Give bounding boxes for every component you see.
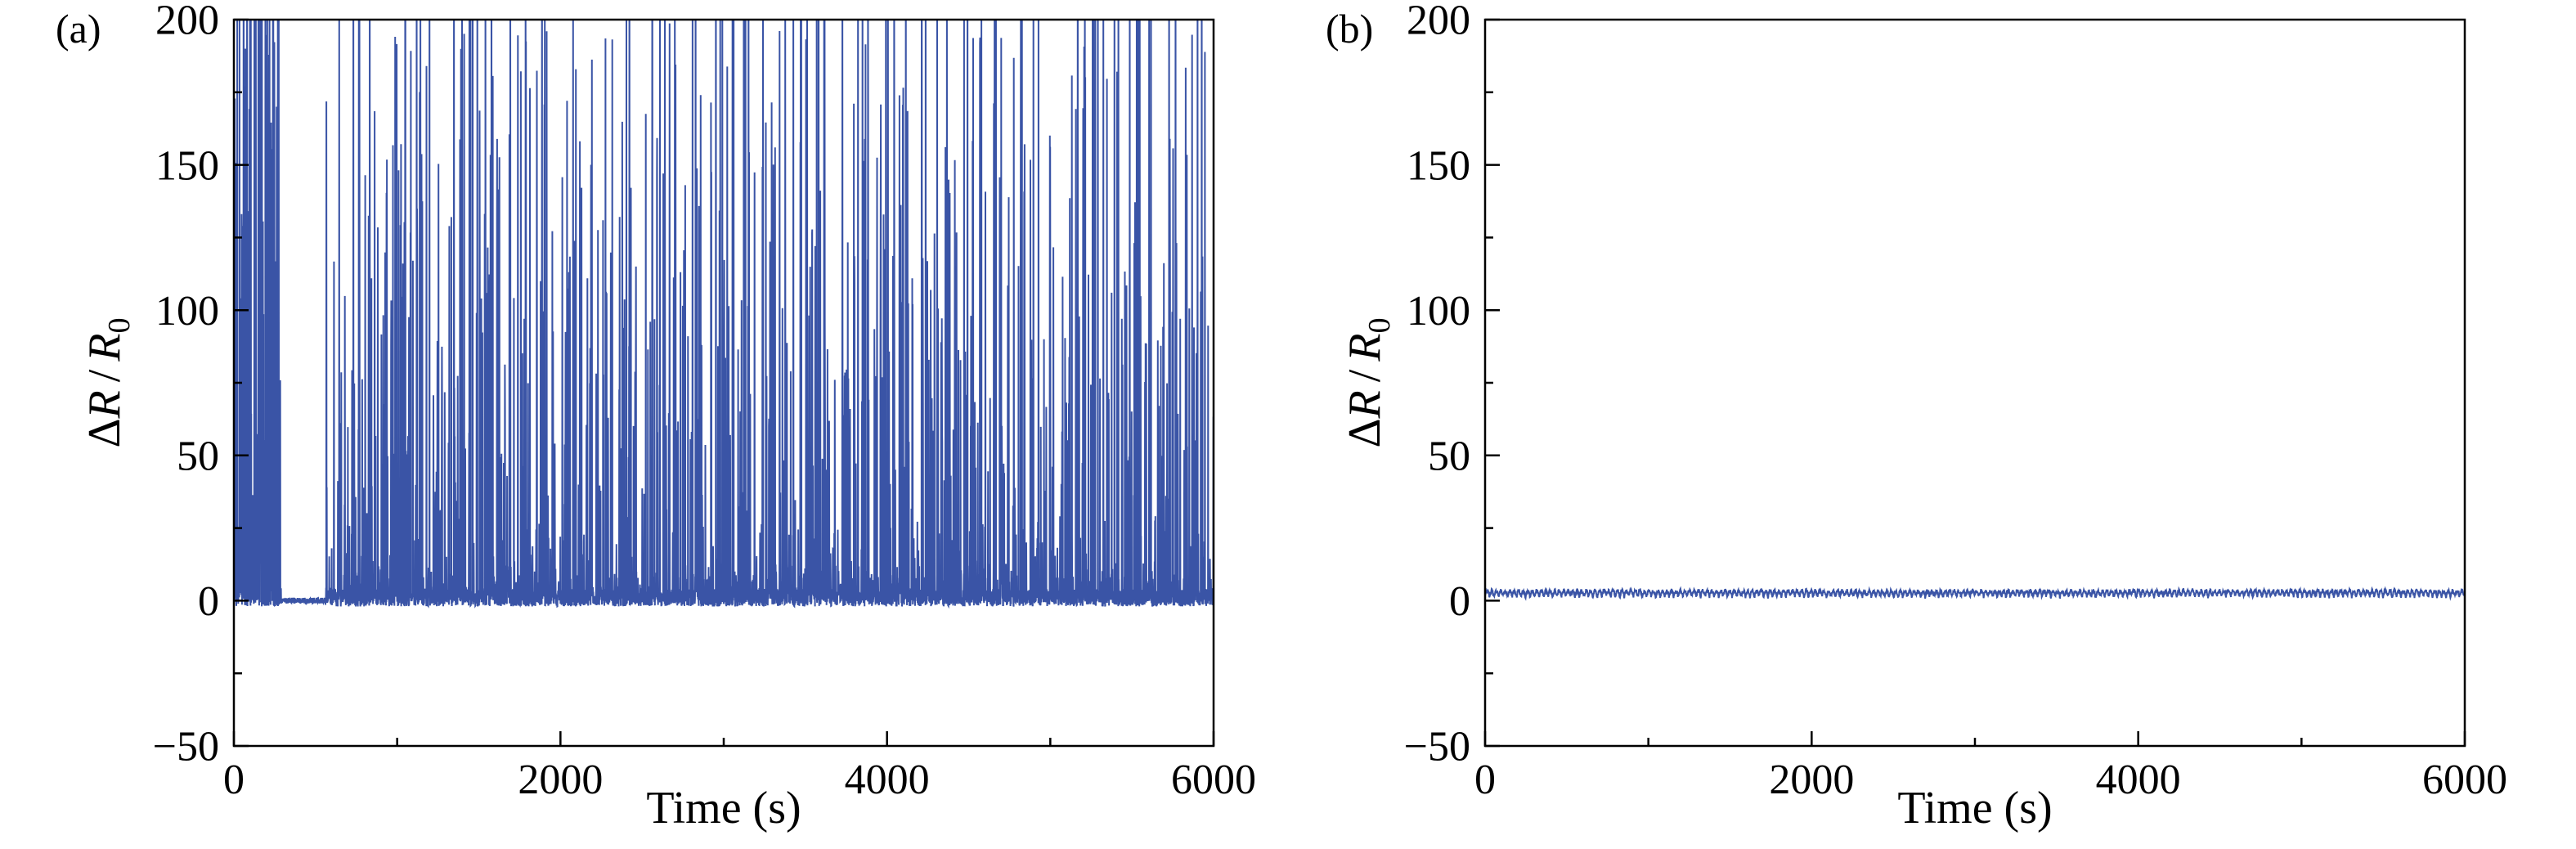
panel-a-xlabel: Time (s) (646, 783, 801, 833)
plot-frame (1483, 18, 2466, 748)
ylabel-delta: Δ (79, 418, 130, 448)
ylabel-slash: / (1340, 369, 1390, 383)
ylabel-slash: / (79, 369, 130, 383)
panel-a-label: (a) (56, 6, 101, 52)
panel-a-ylabel: ΔR/R0 (79, 317, 137, 448)
ylabel-R0-sub: 0 (1362, 317, 1398, 334)
svg-text:2000: 2000 (1769, 757, 1854, 803)
axis-ticks (1483, 18, 2466, 748)
svg-text:0: 0 (198, 578, 219, 625)
svg-text:−50: −50 (1404, 724, 1470, 770)
svg-text:200: 200 (155, 0, 219, 44)
svg-text:100: 100 (155, 288, 219, 335)
svg-text:50: 50 (177, 433, 219, 479)
panel-b-xlabel: Time (s) (1897, 783, 2053, 833)
series-line (234, 20, 1214, 609)
series-line (1485, 586, 2465, 601)
svg-text:6000: 6000 (1171, 757, 1256, 803)
ylabel-R: R (1340, 390, 1390, 419)
svg-text:4000: 4000 (2096, 757, 2181, 803)
svg-text:2000: 2000 (518, 757, 603, 803)
panel-b: −50 0 50 100 150 200 0 2000 4000 6000 (b) ΔR/R0 T… (1288, 0, 2576, 849)
axis-ticks (232, 18, 1215, 748)
svg-text:4000: 4000 (845, 757, 930, 803)
svg-text:6000: 6000 (2422, 757, 2507, 803)
ylabel-R0-R: R (1340, 333, 1390, 362)
svg-text:150: 150 (155, 142, 219, 189)
ylabel-R0-R: R (79, 333, 130, 362)
svg-text:0: 0 (1474, 757, 1496, 803)
svg-text:0: 0 (1449, 578, 1470, 625)
panel-b-ylabel: ΔR/R0 (1340, 317, 1397, 448)
svg-text:150: 150 (1407, 142, 1470, 189)
ylabel-delta: Δ (1340, 418, 1390, 448)
svg-text:200: 200 (1407, 0, 1470, 44)
svg-text:50: 50 (1428, 433, 1470, 479)
ylabel-R0-sub: 0 (102, 317, 137, 334)
svg-text:0: 0 (223, 757, 245, 803)
ylabel-R: R (79, 390, 130, 419)
panel-b-label: (b) (1326, 6, 1374, 52)
svg-text:100: 100 (1407, 288, 1470, 335)
svg-text:−50: −50 (153, 724, 219, 770)
panel-a: −50 0 50 100 150 200 0 2000 4000 6000 (a) ΔR/R0 T… (56, 0, 1256, 833)
